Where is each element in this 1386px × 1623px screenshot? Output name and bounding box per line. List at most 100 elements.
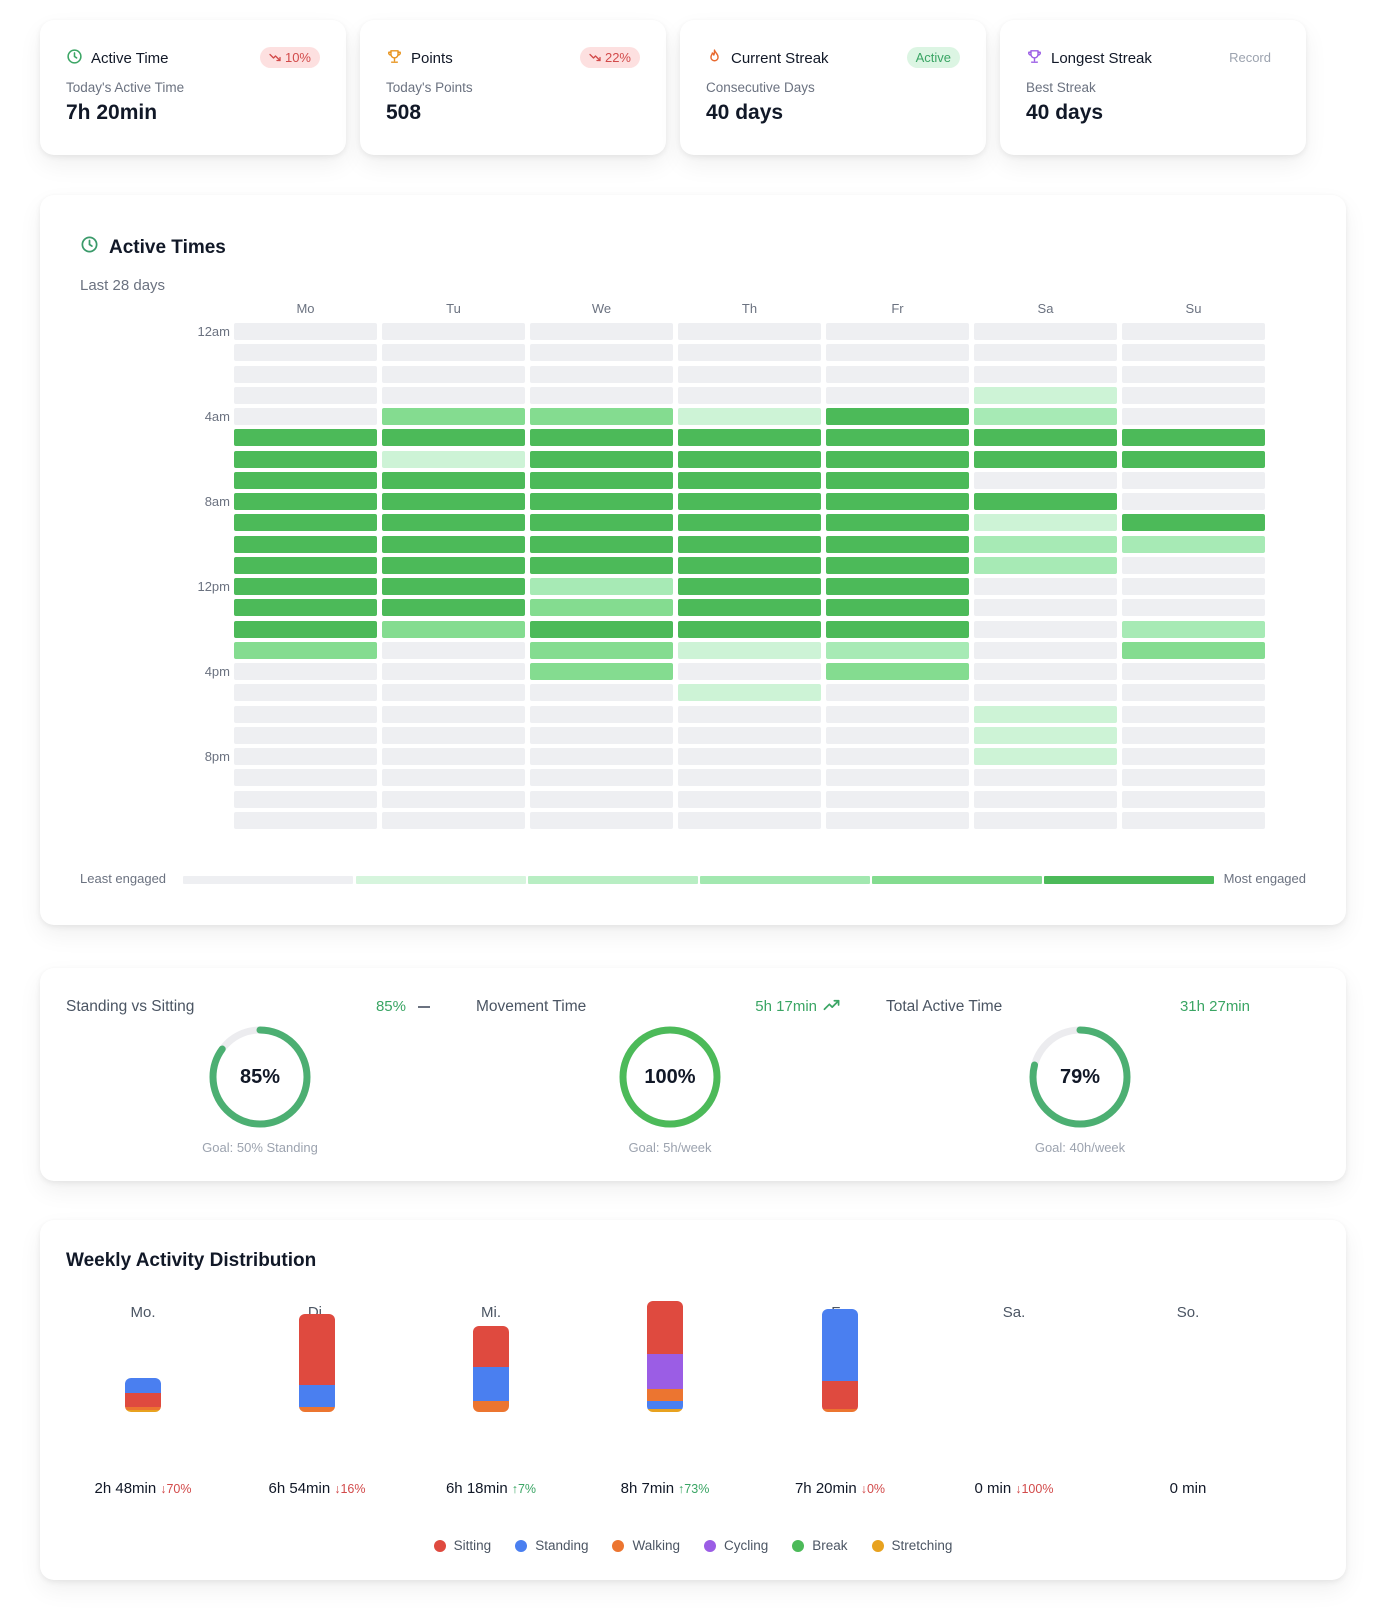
heatmap-cell: [826, 323, 969, 340]
hour-label: 12am: [197, 323, 230, 339]
ring-percent: 79%: [1059, 1065, 1101, 1088]
heatmap-cell: [678, 386, 821, 404]
ring-total-active-time: Total Active Time 31h 27min 79% Goal: 40h/w…: [860, 968, 1270, 1181]
heatmap-cell: [974, 514, 1117, 532]
heatmap-cell: [826, 386, 969, 404]
day-change: ↓0%: [860, 1482, 886, 1496]
heatmap-cell: [1122, 620, 1265, 638]
heatmap-cell: [678, 641, 821, 659]
day-total: 6h 54min ↓16%: [217, 1480, 417, 1497]
heatmap-cell: [826, 599, 969, 617]
heatmap-cell: [826, 578, 969, 595]
heatmap-cell: [234, 471, 377, 489]
heatmap-cell: [234, 705, 377, 723]
day-total: 2h 48min ↓70%: [43, 1480, 243, 1497]
heatmap-cell: [1122, 493, 1265, 510]
heatmap-cell: [974, 620, 1117, 638]
heatmap-cell: [974, 769, 1117, 787]
bar-segment-standing: [822, 1308, 858, 1381]
legend-label: Walking: [632, 1538, 680, 1553]
heatmap-cell: [826, 429, 969, 447]
clock-icon: [80, 235, 99, 260]
heatmap-cell: [1122, 641, 1265, 659]
day-total: 0 min: [1088, 1480, 1288, 1497]
bar-segment-walking: [647, 1388, 683, 1402]
progress-ring: [619, 1026, 721, 1128]
stat-card-points: Points 22% Today's Points 508: [360, 20, 666, 155]
legend-least-engaged: Least engaged: [80, 871, 167, 886]
heatmap-cell: [1122, 726, 1265, 744]
activity-bar: [473, 1326, 509, 1412]
day-total: 8h 7min ↑73%: [565, 1480, 765, 1497]
heatmap-hour-labels: 12am 4am 8am 12pm 4pm 8pm: [170, 323, 230, 863]
stat-badge-text: Record: [1229, 50, 1271, 65]
bar-segment-sitting: [299, 1313, 335, 1386]
heatmap-cell: [382, 450, 525, 468]
heatmap-cell: [826, 811, 969, 829]
heatmap-cell: [1122, 535, 1265, 553]
heatmap-cell: [382, 726, 525, 744]
day-total-value: 0 min: [974, 1480, 1012, 1497]
scale-segment: [872, 876, 1042, 884]
heatmap-cell: [382, 514, 525, 532]
heatmap-cell: [974, 493, 1117, 510]
heatmap-cell: [974, 408, 1117, 425]
active-times-card: Active Times Last 28 days Mo Tu We Th Fr Sa Su…: [40, 195, 1346, 925]
scale-segment: [700, 876, 870, 884]
ring-meta: 31h 27min: [1180, 998, 1250, 1015]
legend-item-break: Break: [792, 1538, 848, 1553]
heatmap-cell: [234, 323, 377, 340]
heatmap-cell: [974, 386, 1117, 404]
heatmap-cell: [234, 429, 377, 447]
active-times-title: Active Times: [109, 236, 226, 258]
day-total-value: 7h 20min: [794, 1480, 857, 1497]
heatmap-cell: [530, 323, 673, 340]
heatmap-cell: [234, 386, 377, 404]
heatmap-cell: [678, 790, 821, 808]
heatmap-cell: [678, 493, 821, 510]
stat-card-current-streak: Current Streak Active Consecutive Days 40 d…: [680, 20, 986, 155]
stat-badge-text: 10%: [284, 50, 311, 65]
ring-progress: [1029, 1026, 1131, 1128]
heatmap-cell: [974, 663, 1117, 680]
legend-dot: [612, 1539, 625, 1552]
heatmap-cell: [1122, 429, 1265, 447]
bar-segment-sitting: [647, 1301, 683, 1355]
bar-segment-standing: [125, 1377, 161, 1394]
scale-segment: [183, 876, 353, 884]
bar-segment-standing: [647, 1401, 683, 1409]
legend-item-cycling: Cycling: [704, 1538, 768, 1553]
bar-segment-sitting: [822, 1380, 858, 1409]
heatmap-cell: [530, 748, 673, 765]
day-total-value: 6h 18min: [445, 1480, 508, 1497]
heatmap-cell: [974, 344, 1117, 362]
heatmap-cell: [1122, 599, 1265, 617]
legend-item-walking: Walking: [612, 1538, 680, 1553]
heatmap-cell: [678, 365, 821, 383]
heatmap-cell: [974, 450, 1117, 468]
heatmap-cell: [1122, 578, 1265, 595]
flame-icon: [706, 48, 723, 69]
heatmap-cell: [678, 323, 821, 340]
heatmap-cell: [530, 386, 673, 404]
heatmap-cell: [234, 556, 377, 574]
day-change: ↑7%: [511, 1482, 537, 1496]
ring-goal: Goal: 5h/week: [628, 1140, 712, 1155]
day-total-value: 8h 7min: [620, 1480, 675, 1497]
stat-value: 508: [386, 101, 422, 124]
heatmap-cell: [1122, 705, 1265, 723]
stat-title-row: Points: [386, 48, 453, 69]
stat-subtitle: Today's Points: [386, 80, 473, 95]
heatmap-cell: [530, 726, 673, 744]
weekly-distribution-title: Weekly Activity Distribution: [66, 1250, 317, 1271]
activity-bar: [125, 1377, 161, 1412]
legend-dot: [871, 1539, 884, 1552]
heatmap-cell: [234, 344, 377, 362]
heatmap-cell: [678, 620, 821, 638]
heatmap-cell: [1122, 365, 1265, 383]
hour-label: 8am: [204, 493, 230, 509]
heatmap-cell: [1122, 684, 1265, 702]
bar-segment-walking: [125, 1407, 161, 1411]
heatmap-cell: [1122, 344, 1265, 362]
stat-badge: 22%: [579, 47, 640, 68]
